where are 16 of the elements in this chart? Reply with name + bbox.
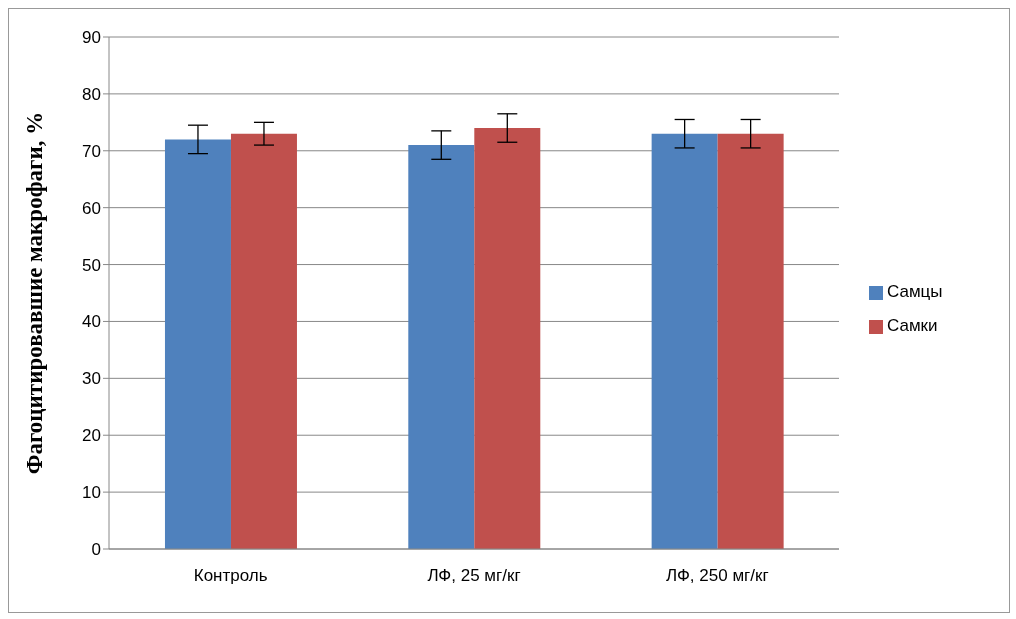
y-axis-title: Фагоцитировавшие макрофаги, % [22, 111, 48, 475]
legend-label: Самки [887, 316, 938, 335]
y-tick-label: 0 [91, 540, 101, 560]
x-tick-label: ЛФ, 25 мг/кг [427, 566, 521, 586]
y-tick-label: 70 [82, 141, 101, 161]
y-tick-label: 40 [82, 312, 101, 332]
y-tick-label: 80 [82, 84, 101, 104]
y-tick-label: 10 [82, 483, 101, 503]
y-tick-label: 50 [82, 255, 101, 275]
y-tick-label: 30 [82, 369, 101, 389]
y-tick-label: 90 [82, 28, 101, 48]
y-tick-label: 20 [82, 426, 101, 446]
x-tick-label: Контроль [193, 566, 268, 586]
x-tick-label: ЛФ, 250 мг/кг [665, 566, 769, 586]
y-tick-label: 60 [82, 198, 101, 218]
legend-label: Самцы [887, 282, 943, 301]
